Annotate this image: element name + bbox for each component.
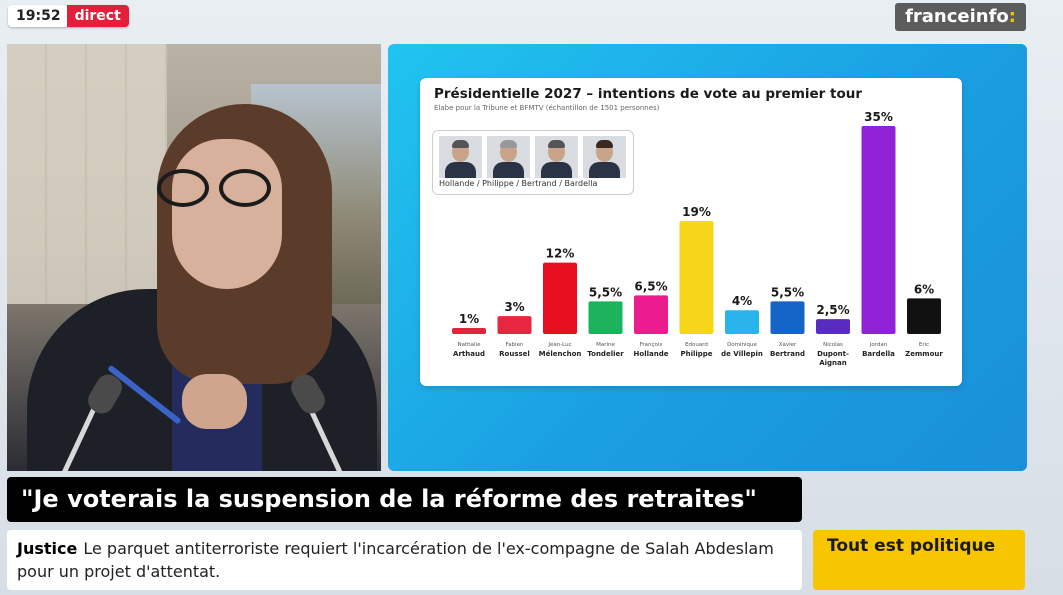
candidate-first-name: Nicolas: [823, 342, 843, 348]
bar: [588, 301, 623, 334]
candidate-photos: [439, 136, 626, 178]
presenter-hand: [182, 374, 247, 429]
bar: [770, 301, 805, 334]
presenter-face: [172, 139, 282, 289]
studio-window: [7, 44, 167, 304]
candidates-photo-caption: Hollande / Philippe / Bertrand / Bardell…: [439, 179, 598, 188]
candidate-first-name: Jean-Luc: [547, 342, 571, 348]
chart-card: Présidentielle 2027 – intentions de vote…: [420, 78, 962, 386]
candidate-photo: [487, 136, 530, 178]
show-title: Tout est politique: [813, 530, 1025, 590]
candidate-last-name: Zemmour: [905, 350, 943, 358]
candidate-last-name: Roussel: [499, 350, 530, 358]
chart-title: Présidentielle 2027 – intentions de vote…: [434, 86, 863, 102]
ticker-category: Justice: [17, 539, 78, 558]
candidate-first-name: Marine: [596, 342, 615, 348]
candidate-last-name: Bertrand: [770, 350, 805, 358]
bar-value-label: 19%: [682, 205, 711, 219]
candidate-last-name: de Villepin: [721, 350, 763, 358]
bar: [907, 298, 941, 334]
bar: [497, 316, 532, 334]
candidate-photo: [583, 136, 626, 178]
bar-value-label: 12%: [546, 247, 575, 261]
clock-time: 19:52: [16, 8, 61, 24]
bar-value-label: 1%: [459, 312, 479, 326]
candidate-photo: [439, 136, 482, 178]
candidate-last-name: Bardella: [862, 350, 895, 358]
bar-value-label: 5,5%: [589, 285, 622, 299]
candidate-last-name: Mélenchon: [539, 350, 582, 358]
quote-banner: "Je voterais la suspension de la réforme…: [7, 477, 802, 522]
bar-value-label: 4%: [732, 294, 752, 308]
candidate-first-name: Xavier: [779, 342, 797, 348]
bar-value-label: 2,5%: [816, 303, 849, 317]
bar: [543, 262, 577, 334]
channel-logo: franceinfo:: [895, 3, 1026, 31]
ticker-text: Le parquet antiterroriste requiert l'inc…: [17, 539, 774, 581]
candidate-last-name: Arthaud: [453, 350, 485, 358]
candidate-first-name: François: [640, 342, 663, 348]
bar-value-label: 6,5%: [634, 279, 667, 293]
bar: [816, 319, 850, 334]
bar: [725, 310, 759, 334]
presenter-video: [7, 44, 381, 471]
glasses-icon: [157, 169, 273, 207]
candidate-last-name: Hollande: [634, 350, 669, 358]
candidate-first-name: Dominique: [727, 342, 757, 348]
clock-badge: 19:52 direct: [8, 5, 129, 27]
candidate-first-name: Nathalie: [458, 342, 482, 348]
candidates-photo-box: Hollande / Philippe / Bertrand / Bardell…: [432, 130, 634, 195]
candidate-photo: [535, 136, 578, 178]
channel-logo-colon: :: [1008, 6, 1016, 27]
candidate-last-name: Philippe: [680, 350, 712, 358]
candidate-last-name: Dupont-: [817, 350, 849, 358]
bar-chart: 1% Nathalie Arthaud 3% Fabien Roussel 12% Jean-…: [452, 110, 943, 367]
channel-name: franceinfo: [905, 6, 1009, 27]
bar: [634, 295, 668, 334]
bar: [452, 328, 486, 334]
candidate-first-name: Edouard: [685, 342, 708, 348]
candidate-first-name: Jordan: [869, 342, 888, 348]
candidate-last-name: Aignan: [819, 359, 847, 367]
bar: [861, 126, 896, 334]
bar-value-label: 3%: [504, 300, 524, 314]
candidate-first-name: Eric: [919, 342, 929, 348]
chart-subtitle: Elabe pour la Tribune et BFMTV (échantil…: [434, 104, 660, 112]
bar-value-label: 6%: [914, 282, 934, 296]
news-ticker: Justice Le parquet antiterroriste requier…: [7, 530, 802, 590]
candidate-first-name: Fabien: [506, 342, 524, 348]
bar-value-label: 35%: [864, 110, 893, 124]
bar-value-label: 5,5%: [771, 285, 804, 299]
candidate-last-name: Tondelier: [587, 350, 624, 358]
bar: [679, 221, 714, 334]
live-badge: direct: [66, 5, 129, 27]
